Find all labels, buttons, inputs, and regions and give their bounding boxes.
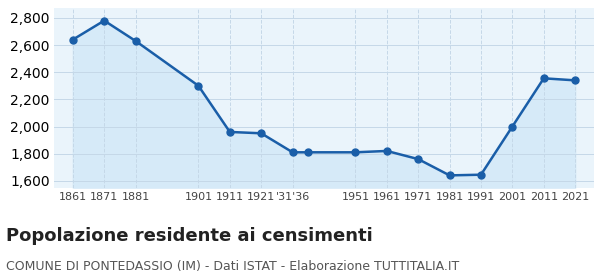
Text: Popolazione residente ai censimenti: Popolazione residente ai censimenti <box>6 227 373 245</box>
Text: COMUNE DI PONTEDASSIO (IM) - Dati ISTAT - Elaborazione TUTTITALIA.IT: COMUNE DI PONTEDASSIO (IM) - Dati ISTAT … <box>6 260 459 273</box>
